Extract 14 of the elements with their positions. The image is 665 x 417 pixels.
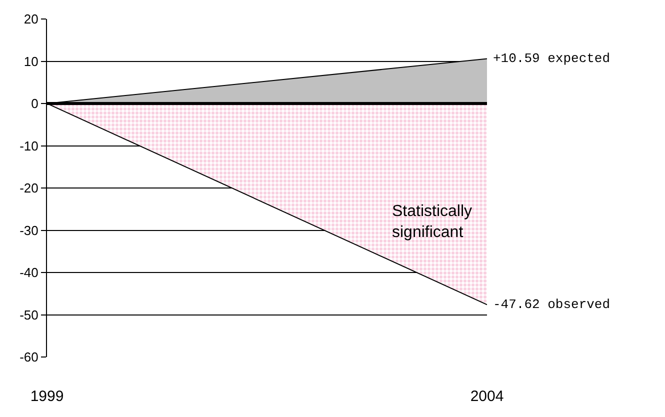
annotation: Statistically significant [392,203,472,241]
annotation: -47.62 observed [493,297,610,312]
y-tick-label: -30 [20,222,38,238]
y-tick-label: 10 [24,54,38,69]
y-tick-label: -40 [20,265,38,280]
x-tick-label: 2004 [470,388,504,405]
y-tick-label: -10 [20,138,38,154]
y-tick-label: -20 [20,180,38,196]
y-tick-label: -60 [20,350,38,365]
y-tick-label: 20 [24,12,38,27]
annotation: +10.59 expected [493,51,610,66]
x-tick-label: 1999 [30,388,64,405]
y-tick-label: -50 [20,307,38,322]
y-tick-label: 0 [31,96,38,112]
